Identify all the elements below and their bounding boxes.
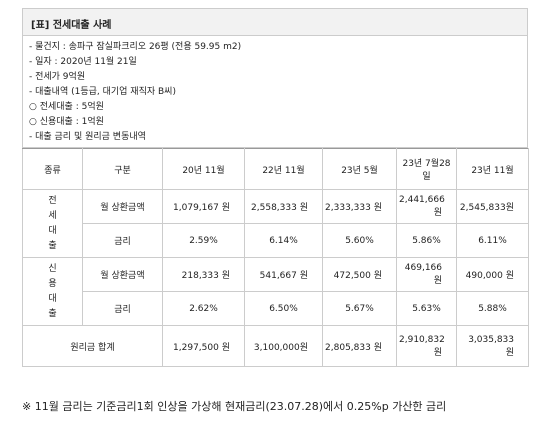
group-cell: 신용 대출: [22, 257, 83, 326]
value-cell: 218,333 원: [162, 257, 245, 292]
table-row: 금리 2.59% 6.14% 5.60% 5.86% 6.11%: [23, 223, 529, 258]
note-line: ○ 신용대출 : 1억원: [29, 117, 104, 127]
column-header: 23년 7월28일: [396, 148, 457, 190]
box-title: [표] 전세대출 사례: [22, 8, 528, 36]
value-cell: 2,441,666원: [396, 189, 457, 224]
case-box: [표] 전세대출 사례 - 물건지 : 송파구 잠실파크리오 26평 (전용 5…: [22, 8, 529, 367]
value-cell: 5.60%: [322, 223, 397, 258]
value-cell: 5.86%: [396, 223, 457, 258]
table-body: 전세 대출 월 상환금액 1,079,167 원 2,558,333 원 2,333,3…: [22, 189, 529, 367]
value-cell: 5.67%: [322, 291, 397, 326]
total-value: 2,910,832원: [396, 325, 457, 367]
value-cell: 541,667 원: [244, 257, 323, 292]
value-cell: 6.11%: [456, 223, 529, 258]
total-value: 1,297,500 원: [162, 325, 245, 367]
row-label: 금리: [82, 291, 163, 326]
total-value: 3,100,000원: [244, 325, 323, 367]
value-cell: 1,079,167 원: [162, 189, 245, 224]
row-label: 월 상환금액: [82, 189, 163, 224]
value-cell: 490,000 원: [456, 257, 529, 292]
note-line: - 대출 금리 및 원리금 변동내역: [29, 132, 146, 142]
value-cell: 469,166원: [396, 257, 457, 292]
column-header: 23년 5월: [322, 148, 397, 190]
row-label: 금리: [82, 223, 163, 258]
footnote: ※ 11월 금리는 기준금리1회 인상을 가상해 현재금리(23.07.28)에…: [22, 400, 447, 413]
table-row: 신용 대출 월 상환금액 218,333 원 541,667 원 472,500 원 46…: [22, 257, 529, 326]
column-header: 구분: [82, 148, 163, 190]
total-label: 원리금 합계: [22, 325, 163, 367]
loan-table: 종류 구분 20년 11월 22년 11월 23년 5월 23년 7월28일 23년 11월…: [22, 148, 529, 367]
total-value: 3,035,833 원: [456, 325, 529, 367]
value-cell: 2,545,833원: [456, 189, 529, 224]
table-row: 전세 대출 월 상환금액 1,079,167 원 2,558,333 원 2,333,3…: [22, 189, 529, 258]
table-row: 금리 2.62% 6.50% 5.67% 5.63% 5.88%: [23, 291, 529, 326]
column-header: 23년 11월: [456, 148, 529, 190]
value-cell: 2.59%: [162, 223, 245, 258]
note-line: - 대출내역 (1등급, 대기업 재직자 B씨): [29, 87, 176, 97]
value-cell: 2,333,333 원: [322, 189, 397, 224]
total-row: 원리금 합계 1,297,500 원 3,100,000원 2,805,833 원 2,…: [22, 325, 529, 367]
group-label: 신용 대출: [48, 263, 57, 319]
row-label: 월 상환금액: [82, 257, 163, 292]
header-row: 종류 구분 20년 11월 22년 11월 23년 5월 23년 7월28일 23년 11월: [22, 148, 529, 190]
note-line: - 전세가 9억원: [29, 72, 86, 82]
group-label: 전세 대출: [48, 195, 57, 251]
note-line: ○ 전세대출 : 5억원: [29, 102, 104, 112]
group-cell: 전세 대출: [22, 189, 83, 258]
notes: - 물건지 : 송파구 잠실파크리오 26평 (전용 59.95 m2) - 일자…: [22, 36, 528, 148]
value-cell: 2.62%: [162, 291, 245, 326]
value-cell: 472,500 원: [322, 257, 397, 292]
total-value: 2,805,833 원: [322, 325, 397, 367]
note-line: - 물건지 : 송파구 잠실파크리오 26평 (전용 59.95 m2): [29, 42, 242, 52]
note-line: - 일자 : 2020년 11월 21일: [29, 57, 137, 67]
column-header: 20년 11월: [162, 148, 245, 190]
column-header: 22년 11월: [244, 148, 323, 190]
column-header: 종류: [22, 148, 83, 190]
value-cell: 5.63%: [396, 291, 457, 326]
value-cell: 5.88%: [456, 291, 529, 326]
value-cell: 2,558,333 원: [244, 189, 323, 224]
value-cell: 6.50%: [244, 291, 323, 326]
value-cell: 6.14%: [244, 223, 323, 258]
